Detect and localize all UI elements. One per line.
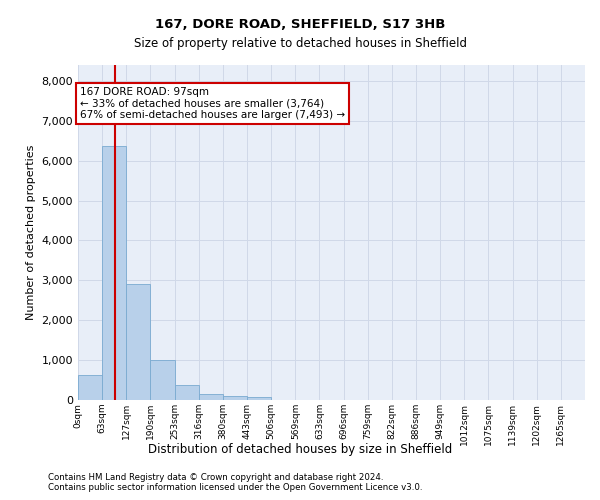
- Y-axis label: Number of detached properties: Number of detached properties: [26, 145, 36, 320]
- Bar: [151, 360, 175, 400]
- Text: Size of property relative to detached houses in Sheffield: Size of property relative to detached ho…: [133, 38, 467, 51]
- Bar: [199, 394, 223, 400]
- Bar: [223, 396, 247, 400]
- Bar: [126, 284, 151, 400]
- Text: Contains public sector information licensed under the Open Government Licence v3: Contains public sector information licen…: [48, 482, 422, 492]
- Text: Distribution of detached houses by size in Sheffield: Distribution of detached houses by size …: [148, 442, 452, 456]
- Bar: [175, 385, 199, 400]
- Bar: [102, 146, 126, 400]
- Text: 167 DORE ROAD: 97sqm
← 33% of detached houses are smaller (3,764)
67% of semi-de: 167 DORE ROAD: 97sqm ← 33% of detached h…: [80, 87, 345, 120]
- Text: 167, DORE ROAD, SHEFFIELD, S17 3HB: 167, DORE ROAD, SHEFFIELD, S17 3HB: [155, 18, 445, 30]
- Text: Contains HM Land Registry data © Crown copyright and database right 2024.: Contains HM Land Registry data © Crown c…: [48, 472, 383, 482]
- Bar: [78, 376, 102, 400]
- Bar: [247, 397, 271, 400]
